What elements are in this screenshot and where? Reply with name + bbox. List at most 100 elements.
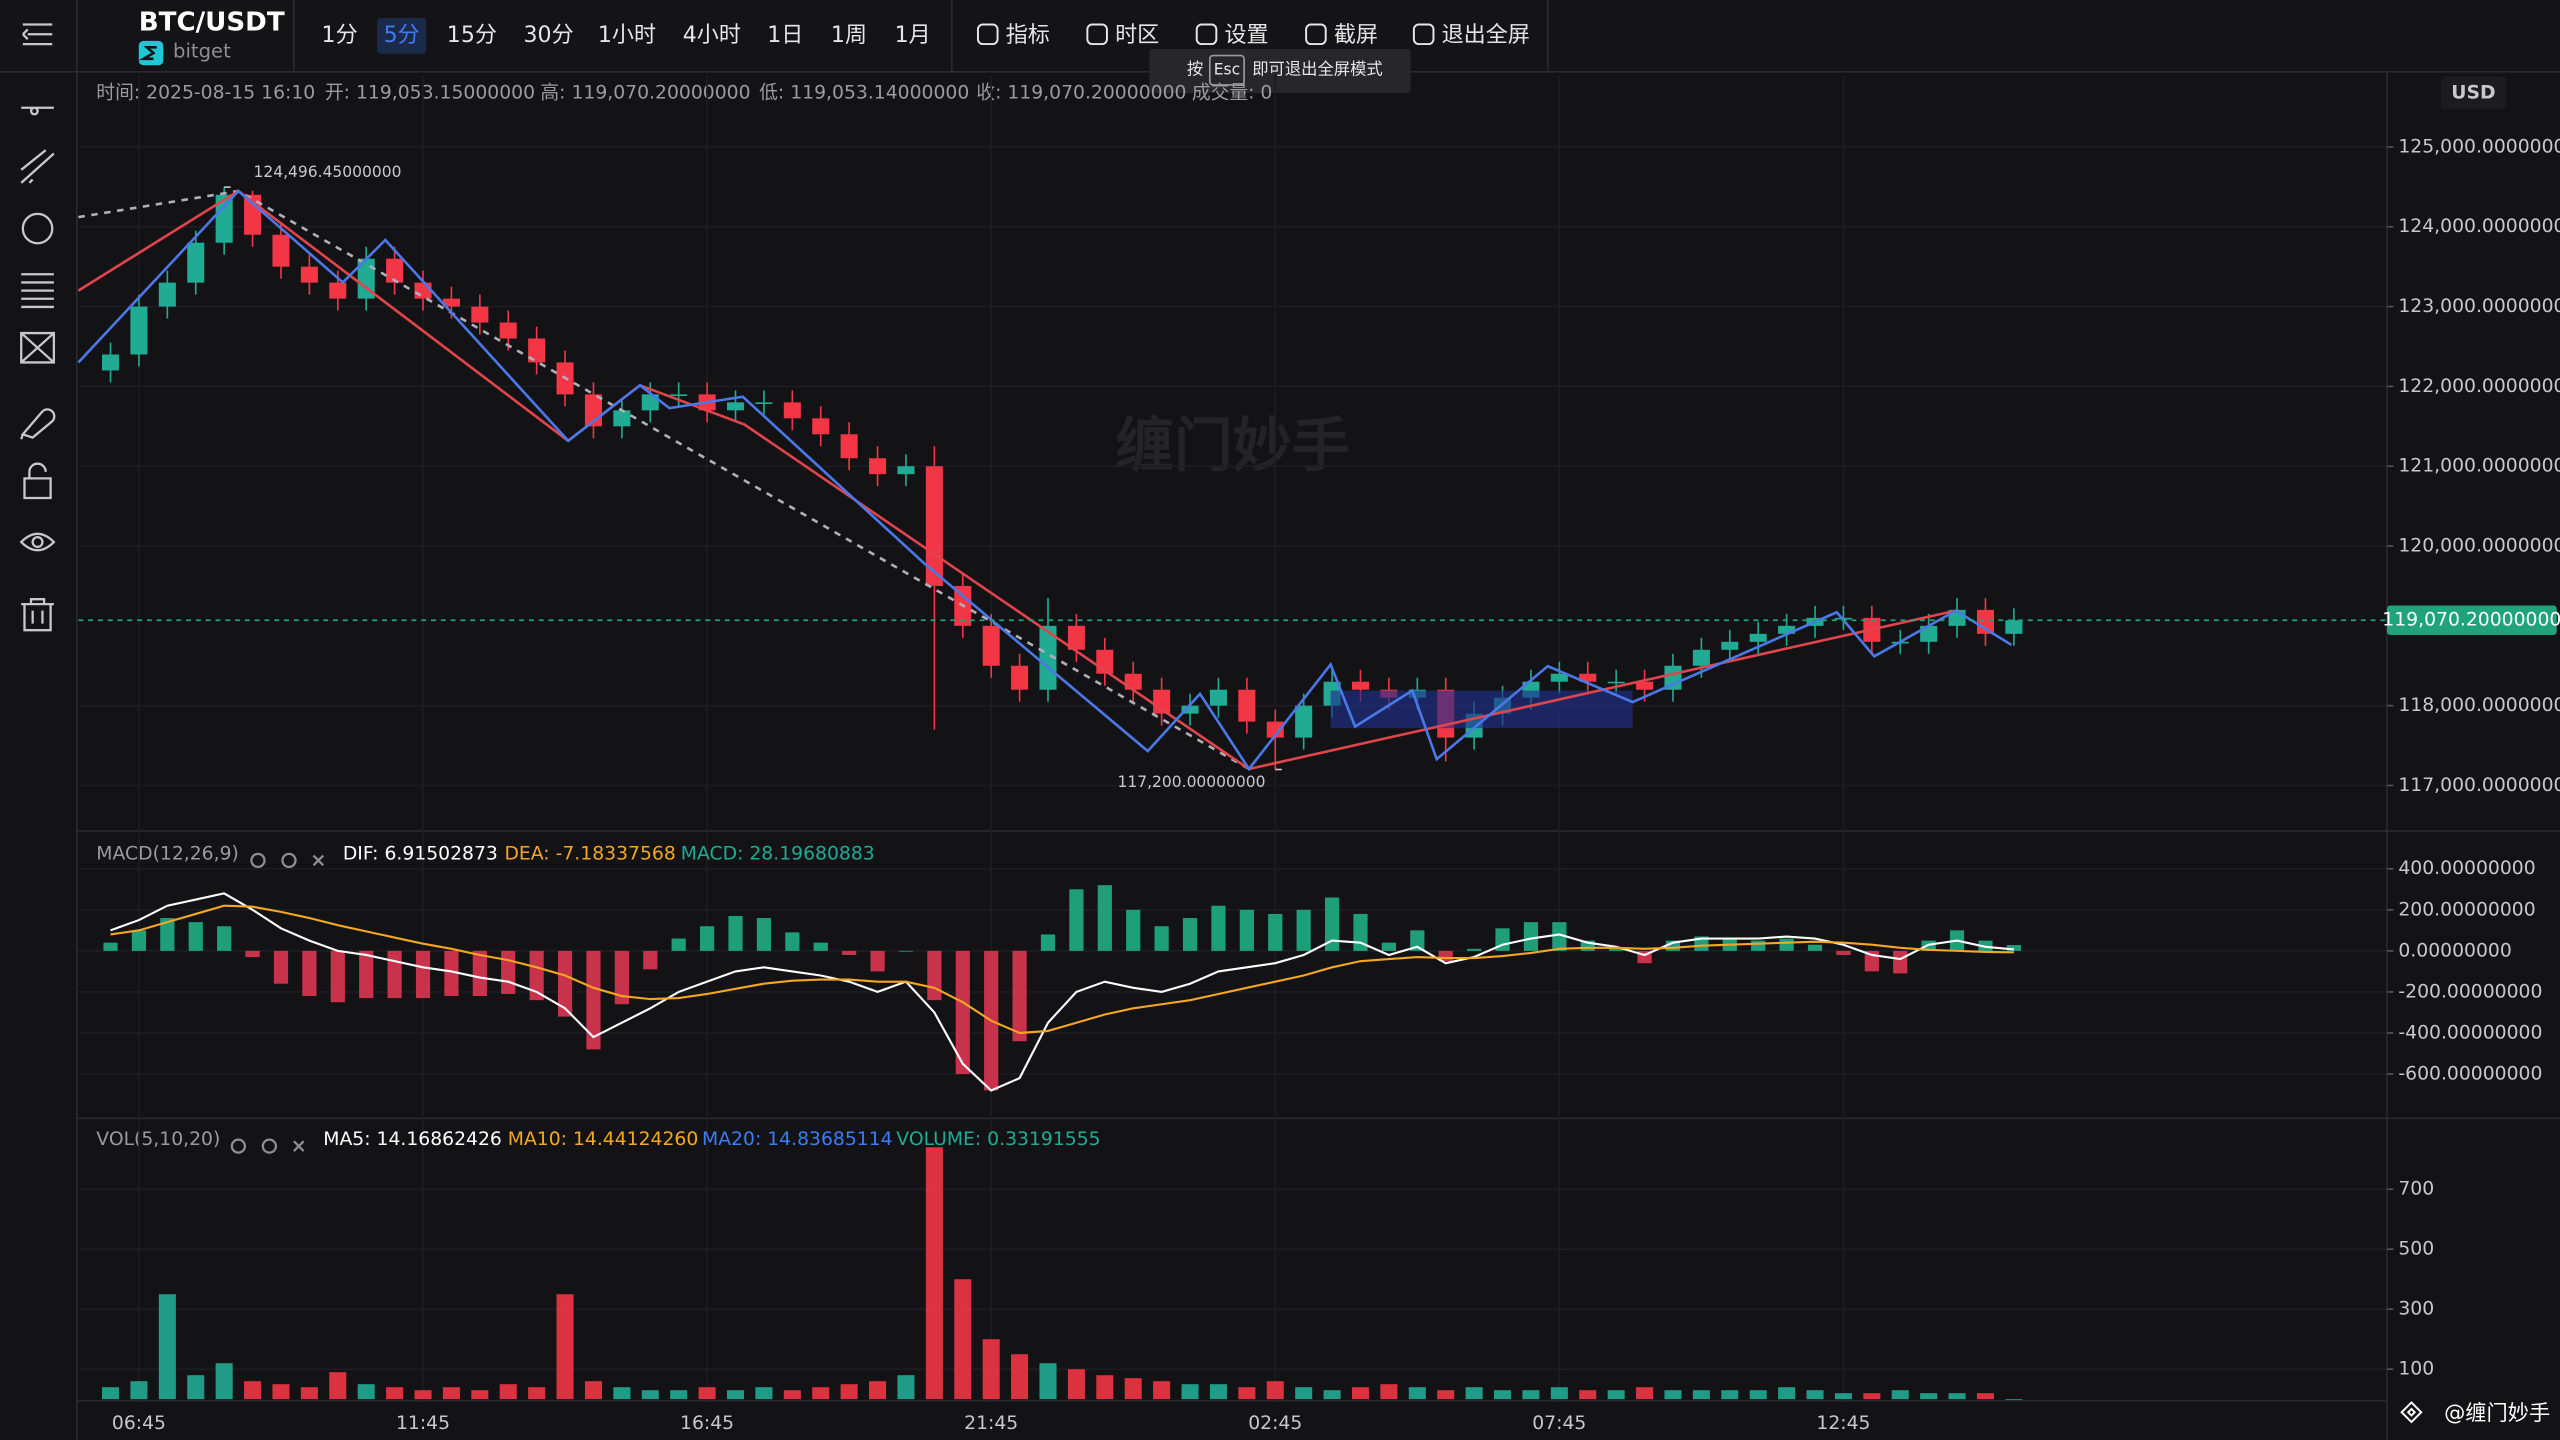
blue-zigzag (77, 189, 2013, 772)
tool-pattern[interactable] (20, 331, 56, 364)
candle-body (499, 322, 517, 339)
interval[interactable]: 4小时 (683, 23, 741, 48)
y-tick-label: 400.00000000 (2398, 858, 2535, 879)
hide-icon[interactable] (250, 852, 266, 869)
menu-button[interactable] (22, 23, 53, 46)
interval[interactable]: 1小时 (598, 23, 656, 48)
tool[interactable]: 设置 (1224, 23, 1268, 48)
y-tick-label: 123,000.00000000 (2398, 296, 2560, 317)
candle-body (641, 394, 659, 411)
candle-body (528, 338, 546, 363)
close-icon[interactable] (293, 1140, 305, 1152)
candle-body (1238, 689, 1256, 722)
tooltip (1149, 48, 1411, 94)
tool[interactable]: 退出全屏 (1442, 23, 1530, 48)
macd-bar (273, 950, 289, 984)
volume-bar (840, 1384, 858, 1400)
volume-bar (1153, 1381, 1171, 1400)
candle-body (897, 466, 915, 475)
exchange-logo-mark (138, 46, 157, 61)
tool-magnet[interactable] (20, 408, 56, 440)
settings-icon[interactable] (261, 1138, 278, 1154)
macd-bar (188, 922, 203, 951)
macd-bar (1807, 944, 1823, 951)
volume-title: VOL(5,10,20) (96, 1129, 220, 1150)
macd-bar (1410, 930, 1425, 951)
tool-circle[interactable] (21, 212, 54, 245)
macd-bar (1438, 950, 1453, 962)
tool[interactable]: 指标 (1006, 23, 1050, 48)
volume-bar (1863, 1393, 1881, 1400)
macd-bar (927, 950, 942, 1001)
interval[interactable]: 5分 (384, 23, 420, 48)
interval[interactable]: 15分 (447, 23, 497, 48)
last-price-label: 119,070.20000000 (2382, 610, 2560, 631)
macd-bar (955, 950, 970, 1075)
last-price-tag (2386, 605, 2557, 635)
candle-body (812, 418, 830, 435)
macd-bar (1182, 918, 1198, 951)
volume-bar (2005, 1399, 2023, 1400)
exchange: bitget (173, 40, 231, 63)
volume-bar (414, 1390, 432, 1400)
volume-bar (641, 1390, 659, 1400)
interval[interactable]: 1分 (322, 23, 358, 48)
candle-body (869, 458, 887, 475)
candle-body (1181, 705, 1199, 714)
active-interval-bg (377, 17, 427, 54)
volume-bar (1494, 1390, 1512, 1400)
tool-visibility[interactable] (19, 532, 56, 552)
volume-bar (584, 1381, 602, 1400)
interval[interactable]: 1周 (831, 23, 867, 48)
volume-bar (1465, 1387, 1483, 1400)
currency-box[interactable] (2440, 76, 2507, 110)
volume-bar (1976, 1393, 1994, 1400)
candle-body (357, 258, 375, 299)
ohlc-info: 低: 119,053.14000000 (759, 82, 969, 104)
volume-bar (1380, 1384, 1398, 1400)
macd-bar (1467, 948, 1482, 951)
macd-bar (1552, 922, 1567, 951)
tool-lock[interactable] (23, 462, 52, 500)
candle-body (755, 402, 773, 404)
macd-bar (1296, 909, 1311, 951)
menu-icon (22, 23, 53, 46)
candle-body (1636, 681, 1654, 690)
symbol[interactable]: BTC/USDT (139, 7, 285, 37)
tool-line[interactable] (21, 106, 54, 116)
volume-bar (1522, 1390, 1540, 1400)
macd-bar (103, 942, 118, 951)
tool-fib[interactable] (21, 273, 54, 309)
volume-bar (1806, 1390, 1824, 1400)
y-tick-label: 500 (2398, 1239, 2434, 1260)
candle-body (300, 266, 318, 283)
x-tick-label: 07:45 (1532, 1413, 1586, 1434)
macd-bar (415, 950, 431, 999)
macd-bar (728, 915, 743, 951)
macd-bar (756, 918, 772, 951)
x-tick-label: 16:45 (680, 1413, 734, 1434)
macd-bar (1012, 950, 1027, 1042)
settings-icon[interactable] (281, 852, 297, 869)
y-tick-label: 0.00000000 (2398, 940, 2511, 961)
hide-icon[interactable] (230, 1138, 247, 1154)
interval[interactable]: 30分 (524, 23, 574, 48)
tool-delete[interactable] (21, 598, 54, 632)
ohlc-info: 成交量: 0 (1192, 82, 1273, 104)
close-icon[interactable] (312, 854, 325, 867)
macd-bar (359, 950, 374, 999)
tool[interactable]: 截屏 (1334, 23, 1378, 48)
tool[interactable]: 时区 (1115, 23, 1159, 48)
y-tick-label: 117,000.00000000 (2398, 775, 2560, 796)
macd-bar (302, 950, 317, 997)
interval[interactable]: 1月 (895, 23, 931, 48)
macd-bar (586, 950, 601, 1050)
candle-body (1976, 609, 1994, 634)
macd-bar (1751, 940, 1766, 951)
volume-bar (1323, 1390, 1341, 1400)
tool-trend[interactable] (20, 149, 55, 184)
interval[interactable]: 1日 (767, 23, 803, 48)
macd-bar (1523, 922, 1539, 951)
legend-entry: DIF: 6.91502873 (343, 843, 498, 864)
legend-entry: MA20: 14.83685114 (702, 1129, 893, 1150)
